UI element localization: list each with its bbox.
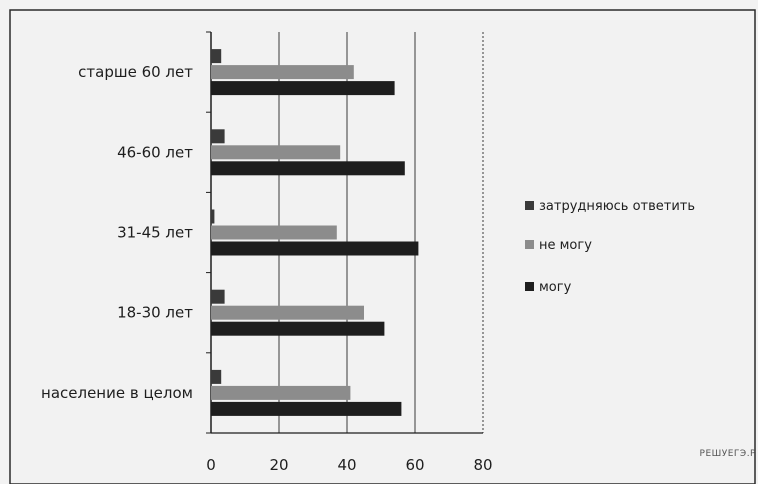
x-tick-label: 20	[269, 456, 288, 474]
bar-cannot	[211, 65, 354, 80]
category-label: 46-60 лет	[117, 143, 193, 161]
category-label: население в целом	[41, 384, 193, 402]
bar-cannot	[211, 385, 351, 400]
bar-can	[211, 321, 385, 336]
x-tick-label: 0	[206, 456, 216, 474]
category-label: 31-45 лет	[117, 224, 193, 242]
legend-swatch	[525, 240, 534, 249]
category-label: старше 60 лет	[78, 63, 193, 81]
legend-label: могу	[539, 280, 572, 295]
bar-can	[211, 81, 395, 96]
bar-can	[211, 241, 419, 256]
legend-swatch	[525, 282, 534, 291]
bar-cannot	[211, 225, 337, 240]
bar-hard-to-say	[211, 209, 215, 224]
legend-label: не могу	[539, 238, 592, 253]
legend-swatch	[525, 201, 534, 210]
bar-hard-to-say	[211, 369, 222, 384]
bar-hard-to-say	[211, 129, 225, 144]
watermark-text: РЕШУЕГЭ.Р	[700, 449, 757, 459]
bar-can	[211, 161, 405, 176]
bar-cannot	[211, 145, 341, 160]
bar-hard-to-say	[211, 289, 225, 304]
x-tick-label: 80	[473, 456, 492, 474]
legend-label: затрудняюсь ответить	[539, 199, 695, 214]
bar-cannot	[211, 305, 364, 320]
x-tick-label: 60	[405, 456, 424, 474]
bar-can	[211, 401, 402, 416]
x-tick-label: 40	[337, 456, 356, 474]
bar-hard-to-say	[211, 49, 222, 64]
category-label: 18-30 лет	[117, 304, 193, 322]
